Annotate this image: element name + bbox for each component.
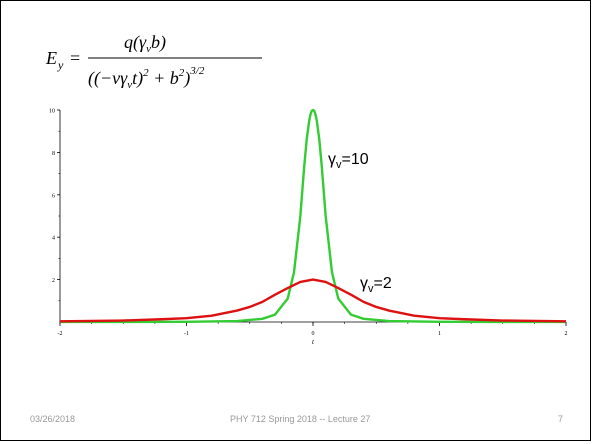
y-tick-label: 6 xyxy=(52,193,55,199)
y-tick-label: 2 xyxy=(52,278,55,284)
x-tick-label: 2 xyxy=(565,331,568,337)
formula-numerator: q(γvb) xyxy=(124,32,166,55)
formula-lhs: E xyxy=(45,48,57,68)
formula-lhs-subscript: y xyxy=(57,58,64,72)
x-tick-label: 0 xyxy=(312,331,315,337)
x-axis-label: t xyxy=(312,338,315,346)
equation-ey: E y = q(γvb) ((−vγvt)2 + b2)3/2 xyxy=(45,32,262,91)
x-tick-label: -1 xyxy=(184,331,189,337)
x-tick-label: -2 xyxy=(58,331,63,337)
formula-equals: = xyxy=(70,48,80,68)
series-line-gamma-2 xyxy=(59,278,567,323)
footer-page-number: 7 xyxy=(558,414,564,424)
x-tick-label: 1 xyxy=(438,331,441,337)
series-label-gamma-2: γv=2 xyxy=(360,275,392,295)
series-label-gamma-10: γv=10 xyxy=(328,151,369,171)
footer-date: 03/26/2018 xyxy=(30,414,76,424)
y-tick-label: 4 xyxy=(52,236,55,242)
series-line-gamma-10 xyxy=(59,108,567,324)
y-tick-label: 8 xyxy=(52,151,55,157)
field-profile-chart: 2 4 6 8 10 -2 -1 0 1 2 t γv=10 γv=2 xyxy=(49,108,568,347)
footer-title: PHY 712 Spring 2018 -- Lecture 27 xyxy=(230,414,371,424)
y-tick-label: 10 xyxy=(49,109,55,115)
formula-denominator: ((−vγvt)2 + b2)3/2 xyxy=(88,65,205,91)
